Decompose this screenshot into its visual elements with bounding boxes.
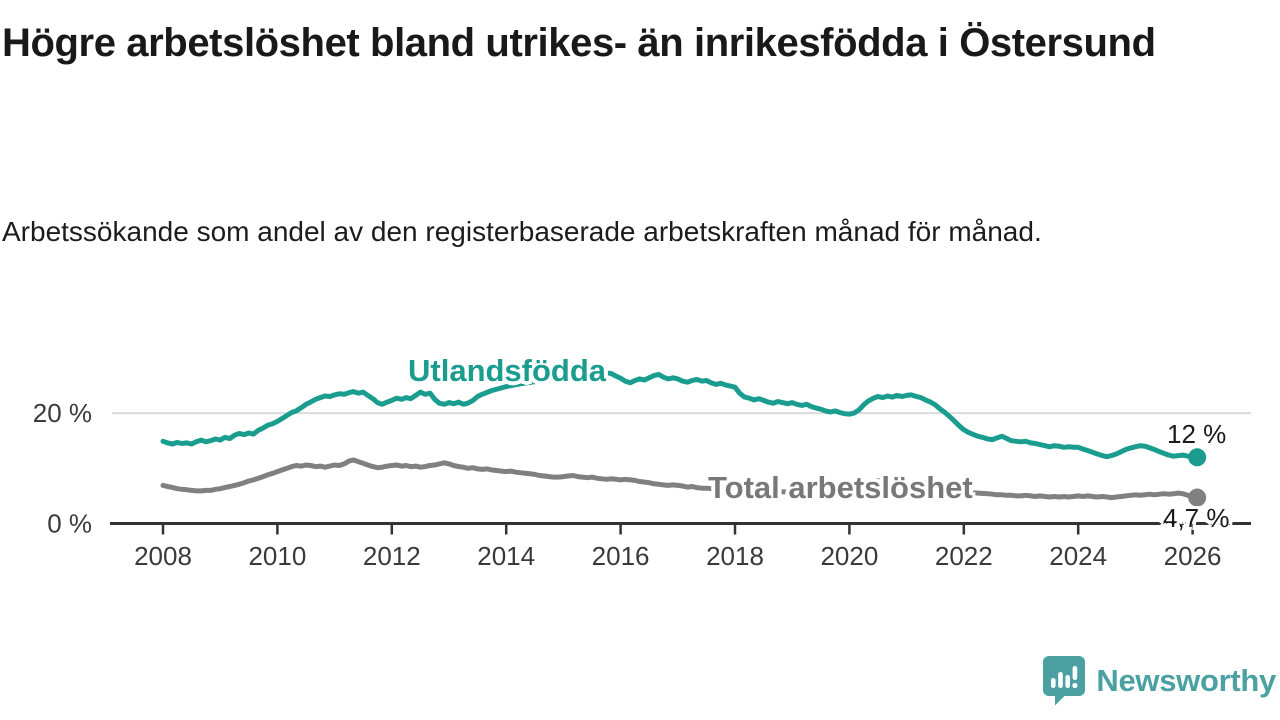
- x-tick-label-2014: 2014: [477, 541, 535, 571]
- newsworthy-logo: Newsworthy: [1042, 655, 1276, 706]
- x-tick-label-2016: 2016: [592, 541, 650, 571]
- series-line-total-arbetsloshet: [160, 457, 1200, 501]
- x-tick-label-2012: 2012: [363, 541, 421, 571]
- newsworthy-icon: [1042, 655, 1086, 706]
- y-tick-label-0: 0 %: [47, 509, 92, 539]
- x-tick-label-2008: 2008: [134, 541, 192, 571]
- series-line-utlandsfodda: [160, 370, 1200, 460]
- x-tick-label-2018: 2018: [706, 541, 764, 571]
- page-title: Högre arbetslöshet bland utrikes- än inr…: [2, 21, 1156, 65]
- end-dot-total-arbetsloshet: [1188, 488, 1207, 507]
- end-value-label-total: 4,7 %: [1163, 503, 1230, 533]
- x-tick-label-2024: 2024: [1049, 541, 1107, 571]
- end-dot-utlandsfodda: [1188, 448, 1207, 467]
- x-tick-label-2022: 2022: [935, 541, 993, 571]
- newsworthy-wordmark: Newsworthy: [1096, 662, 1276, 698]
- chart-subtitle: Arbetssökande som andel av den registerb…: [2, 216, 1042, 247]
- x-tick-label-2026: 2026: [1164, 541, 1222, 571]
- end-value-label-utlandsfodda: 12 %: [1167, 419, 1227, 449]
- y-tick-label-20: 20 %: [33, 398, 92, 428]
- x-tick-label-2010: 2010: [248, 541, 306, 571]
- series-label-total-arbetsloshet: Total arbetslöshet: [708, 470, 973, 505]
- series-label-utlandsfodda: Utlandsfödda: [408, 353, 607, 388]
- x-tick-label-2020: 2020: [820, 541, 878, 571]
